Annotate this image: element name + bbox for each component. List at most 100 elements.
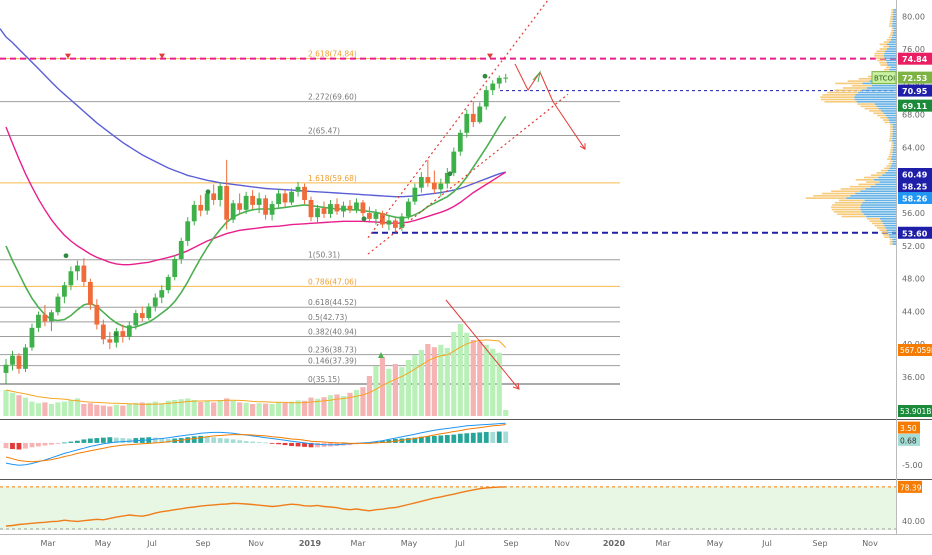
volume-profile-bar: [891, 27, 894, 30]
volume-bar: [353, 390, 360, 416]
volume-profile-bar: [831, 208, 861, 211]
volume-profile-bar: [886, 43, 896, 46]
candle: [354, 198, 359, 214]
volume-profile-bar: [849, 185, 871, 188]
price-tick-label: 56.00: [902, 209, 925, 218]
volume-bar: [379, 356, 386, 416]
volume-profile-bar: [813, 195, 851, 197]
candle: [496, 75, 502, 89]
candle-body: [444, 172, 450, 184]
volume-bar: [477, 341, 483, 416]
volume-bar: [120, 405, 126, 416]
macd-line: [5, 422, 506, 466]
candle-body: [451, 151, 457, 173]
volume-profile-bar: [890, 130, 893, 133]
volume-profile-bar: [866, 181, 880, 183]
volume-bar: [133, 402, 139, 416]
candle-body: [126, 325, 132, 337]
volume-profile-bar: [860, 105, 877, 108]
candle: [172, 255, 178, 281]
rsi-badge-label: 78.39: [900, 483, 922, 492]
rsi-line: [5, 486, 506, 527]
volume-bar: [405, 360, 411, 416]
volume-profile-bar: [887, 48, 896, 50]
candle-body: [263, 198, 268, 215]
volume-bar: [347, 392, 353, 416]
candle: [55, 293, 61, 316]
candle-body: [399, 216, 405, 228]
volume-profile-bar: [893, 144, 896, 147]
volume-profile-bar: [888, 119, 896, 121]
volume-profile-bar: [888, 156, 892, 158]
candle-body: [328, 204, 333, 214]
candle: [503, 73, 509, 83]
volume-profile-bar: [879, 61, 887, 64]
candle-body: [393, 220, 398, 228]
volume-badge: [898, 344, 932, 356]
candle-body: [282, 193, 288, 203]
candle-body: [464, 113, 470, 133]
volume-profile-bar: [855, 192, 896, 195]
candle: [133, 309, 139, 330]
volume-bar: [444, 348, 450, 416]
candle: [120, 324, 126, 343]
volume-profile-bar: [889, 121, 896, 124]
volume-bar: [224, 398, 230, 416]
volume-profile-bar: [820, 96, 855, 98]
candle-body: [483, 90, 489, 107]
candle-body: [178, 240, 184, 259]
candle: [444, 168, 450, 189]
candle: [10, 350, 15, 371]
volume-profile-bar: [890, 18, 893, 20]
volume-profile-bar: [890, 13, 894, 16]
volume-bar: [340, 396, 347, 416]
macd-histogram-bar: [483, 431, 489, 443]
fib-label: 0.236(38.73): [308, 346, 357, 355]
candle: [146, 303, 152, 321]
volume-profile-bar: [890, 146, 894, 149]
candle: [399, 213, 405, 232]
candle-body: [3, 364, 9, 373]
candle: [386, 216, 392, 231]
volume-profile-bar: [871, 222, 883, 225]
volume-profile-bar: [858, 91, 896, 94]
price-badge-label: 74.84: [902, 55, 928, 64]
candle-body: [23, 347, 28, 369]
candle: [373, 209, 379, 225]
price-badge: [898, 52, 932, 65]
volume-profile-bar: [889, 22, 893, 25]
volume-profile-bar: [885, 50, 896, 53]
macd-histogram-bar: [81, 439, 87, 443]
candle: [224, 159, 230, 230]
ema-blue-line: [5, 36, 506, 198]
candle-body: [146, 306, 152, 319]
volume-profile-bar: [875, 57, 885, 59]
volume-profile-bar: [834, 89, 863, 92]
macd-histogram-bar: [425, 436, 431, 443]
candle: [243, 191, 249, 214]
volume-profile-bar: [888, 36, 893, 39]
candle-body: [74, 265, 80, 272]
volume-bar: [263, 403, 269, 416]
candle: [263, 195, 268, 220]
projection-line: [514, 63, 554, 102]
volume-profile-bar: [892, 16, 896, 18]
volume-bar: [392, 364, 398, 416]
volume-profile-bar: [860, 190, 896, 193]
volume-bar: [457, 324, 463, 416]
volume-bar: [360, 387, 366, 416]
volume-profile-bar: [881, 220, 896, 222]
candle: [94, 299, 100, 330]
volume-bar: [172, 400, 178, 416]
candle-body: [120, 331, 126, 337]
arrow-down-line: [552, 101, 586, 150]
volume-profile-bar: [860, 206, 896, 209]
candle-body: [302, 186, 307, 200]
volume-bar: [204, 400, 210, 416]
price-tick-label: 48.00: [902, 275, 925, 284]
candle-body: [289, 191, 294, 203]
volume-profile-bar: [876, 50, 886, 53]
time-tick-label: Mar: [655, 539, 671, 548]
